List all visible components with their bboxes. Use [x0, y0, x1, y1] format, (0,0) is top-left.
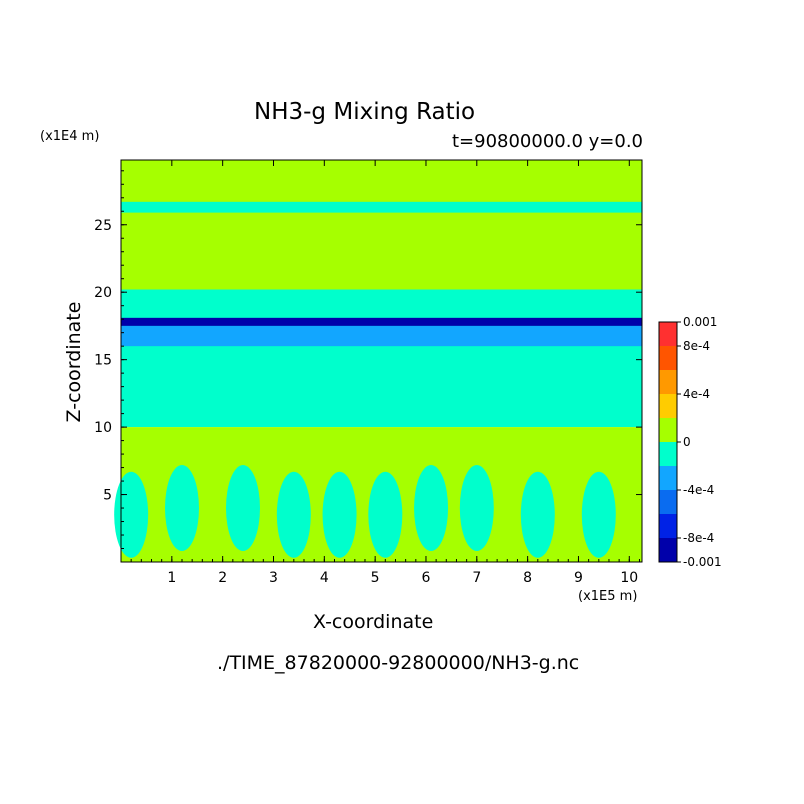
field-cell-0: [114, 471, 149, 558]
field-cell-4: [322, 471, 357, 558]
field-cell-9: [581, 471, 616, 558]
field-band-4: [121, 325, 642, 347]
colorbar-label-6: -0.001: [683, 555, 722, 569]
x-tick-label-9: 9: [574, 570, 583, 586]
source-path: ./TIME_87820000-92800000/NH3-g.nc: [217, 652, 580, 674]
field-cell-7: [459, 465, 494, 552]
x-tick-label-10: 10: [620, 570, 638, 586]
y-tick-label-15: 15: [94, 353, 112, 369]
x-tick-label-3: 3: [269, 570, 278, 586]
colorbar-swatch-2: [659, 490, 677, 514]
colorbar-swatch-5: [659, 418, 677, 442]
y-tick-label-25: 25: [94, 218, 112, 234]
colorbar-label-2: 4e-4: [683, 387, 710, 401]
y-tick-label-5: 5: [103, 488, 112, 504]
x-tick-label-6: 6: [422, 570, 431, 586]
colorbar-label-4: -4e-4: [683, 483, 714, 497]
field-cell-2: [225, 465, 260, 552]
x-tick-label-2: 2: [218, 570, 227, 586]
colorbar-label-5: -8e-4: [683, 531, 714, 545]
field-cell-8: [520, 471, 555, 558]
chart-title: NH3-g Mixing Ratio: [254, 99, 476, 125]
colorbar-label-3: 0: [683, 435, 691, 449]
x-unit-label: (x1E5 m): [578, 589, 638, 604]
x-tick-label-7: 7: [472, 570, 481, 586]
colorbar-swatch-1: [659, 514, 677, 538]
x-tick-label-4: 4: [320, 570, 329, 586]
field-cell-5: [368, 471, 403, 558]
x-tick-label-5: 5: [371, 570, 380, 586]
field-cell-6: [414, 465, 449, 552]
y-tick-label-10: 10: [94, 420, 112, 436]
field-cell-3: [276, 471, 311, 558]
colorbar-swatch-8: [659, 346, 677, 370]
field-band-3: [121, 317, 642, 326]
y-axis-label: Z-coordinate: [63, 301, 85, 423]
y-tick-label-20: 20: [94, 285, 112, 301]
colorbar-swatch-4: [659, 442, 677, 466]
x-tick-label-8: 8: [523, 570, 532, 586]
colorbar-swatch-0: [659, 538, 677, 562]
colorbar-swatch-3: [659, 466, 677, 490]
x-axis-label: X-coordinate: [313, 611, 434, 633]
field-cell-1: [164, 465, 199, 552]
chart-subtitle: t=90800000.0 y=0.0: [451, 131, 643, 152]
colorbar-swatch-9: [659, 322, 677, 346]
colorbar-label-0: 0.001: [683, 315, 717, 329]
colorbar-swatch-7: [659, 370, 677, 394]
x-tick-label-1: 1: [167, 570, 176, 586]
colorbar-label-1: 8e-4: [683, 339, 710, 353]
field-band-0: [121, 160, 642, 290]
y-unit-label: (x1E4 m): [40, 129, 100, 144]
field-band-1: [121, 201, 642, 213]
field-band-2: [121, 289, 642, 428]
colorbar-swatch-6: [659, 394, 677, 418]
plot-frame: [120, 159, 643, 563]
